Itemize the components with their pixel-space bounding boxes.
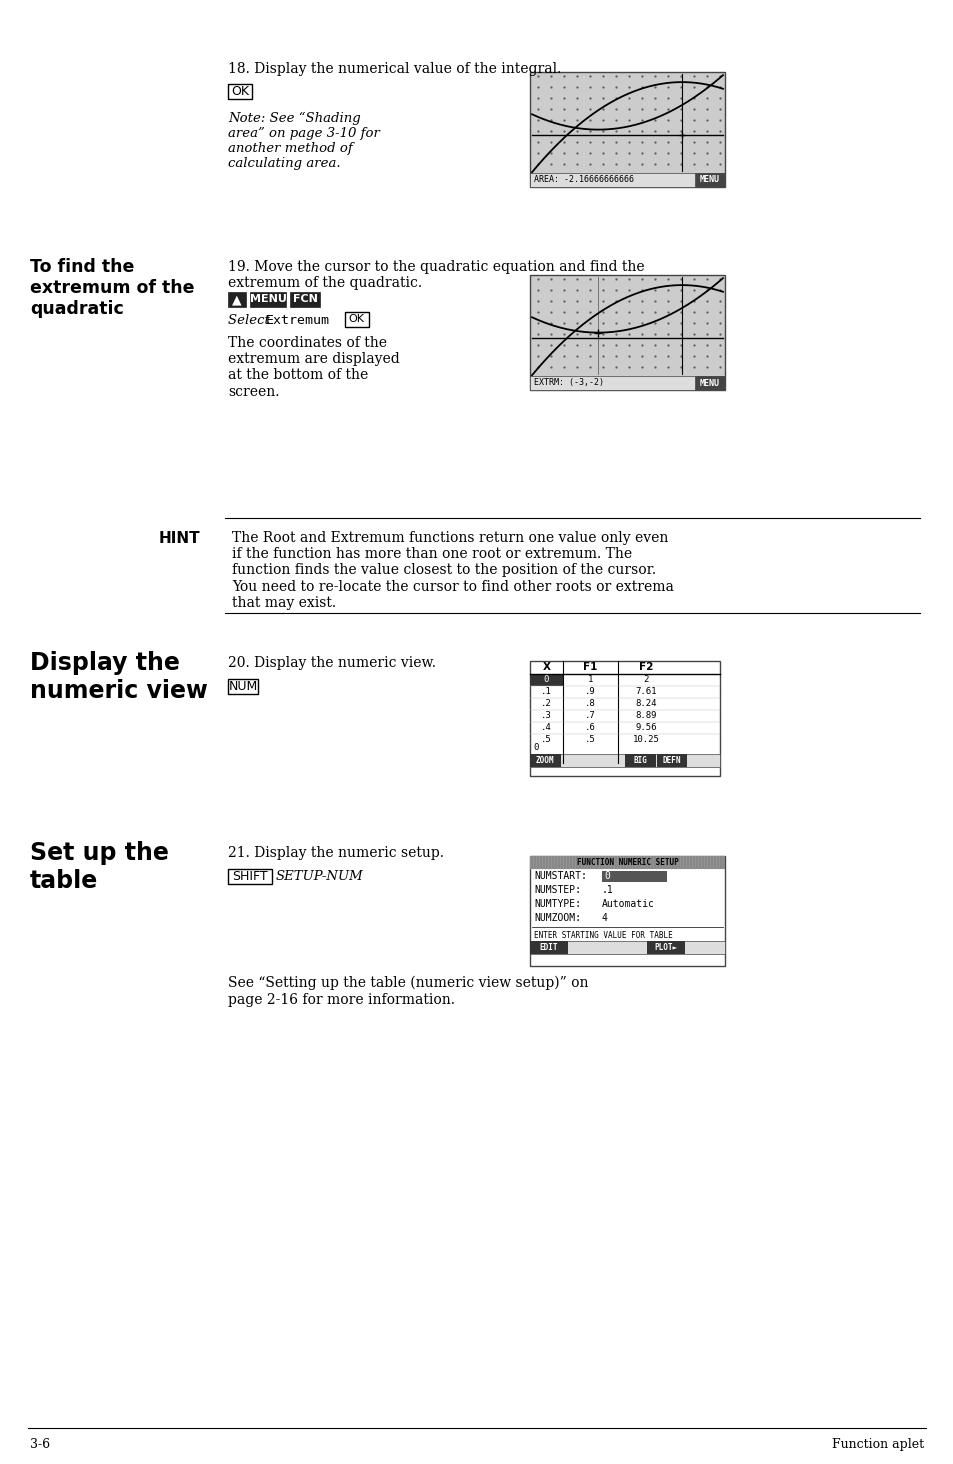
Bar (530, 941, 724, 955)
Text: ZOOM: ZOOM (536, 755, 554, 766)
Text: 21. Display the numeric setup.: 21. Display the numeric setup. (228, 846, 443, 859)
Text: OK: OK (231, 85, 249, 98)
Text: .6: .6 (584, 723, 596, 732)
Text: Display the
numeric view: Display the numeric view (30, 651, 208, 703)
Bar (228, 679, 258, 694)
Text: .7: .7 (584, 712, 596, 720)
Text: AREA: -2.16666666666: AREA: -2.16666666666 (534, 176, 634, 184)
Bar (530, 856, 724, 870)
Text: BIG: BIG (633, 755, 646, 766)
Text: 0: 0 (543, 675, 549, 685)
Text: F1: F1 (582, 663, 598, 672)
Text: NUM: NUM (229, 679, 257, 692)
Text: 10.25: 10.25 (633, 735, 659, 745)
Text: FCN: FCN (293, 294, 317, 305)
Text: 18. Display the numerical value of the integral.: 18. Display the numerical value of the i… (228, 61, 560, 76)
Bar (530, 754, 720, 767)
Text: NUMZOOM:: NUMZOOM: (534, 914, 580, 922)
Text: .4: .4 (540, 723, 551, 732)
Text: SHIFT: SHIFT (232, 870, 268, 883)
Text: The coordinates of the
extremum are displayed
at the bottom of the
screen.: The coordinates of the extremum are disp… (228, 337, 399, 398)
Text: OK: OK (349, 315, 364, 325)
Text: .3: .3 (540, 712, 551, 720)
Text: NUMSTART:: NUMSTART: (534, 871, 586, 881)
Bar (530, 856, 724, 966)
Text: .5: .5 (584, 735, 596, 745)
Bar (695, 173, 724, 187)
Bar (228, 83, 252, 100)
Text: 9.56: 9.56 (635, 723, 657, 732)
Bar (624, 754, 655, 767)
Bar (530, 941, 567, 955)
Text: 1: 1 (587, 675, 593, 685)
Bar (530, 173, 724, 187)
Text: ENTER STARTING VALUE FOR TABLE: ENTER STARTING VALUE FOR TABLE (534, 931, 672, 940)
Bar (290, 291, 319, 307)
Text: NUMSTEP:: NUMSTEP: (534, 886, 580, 895)
Text: Select: Select (228, 313, 274, 326)
Bar (601, 871, 666, 881)
Text: MENU: MENU (250, 294, 286, 305)
Text: 20. Display the numeric view.: 20. Display the numeric view. (228, 656, 436, 671)
Bar (530, 275, 724, 389)
Text: EDIT: EDIT (539, 943, 558, 952)
Text: 0: 0 (603, 871, 609, 881)
Text: .8: .8 (584, 700, 596, 709)
Text: 7.61: 7.61 (635, 688, 657, 697)
Text: HINT: HINT (158, 531, 200, 546)
Text: 4: 4 (601, 914, 607, 922)
Text: ▲: ▲ (232, 293, 241, 306)
Text: FUNCTION NUMERIC SETUP: FUNCTION NUMERIC SETUP (576, 858, 678, 867)
Bar (530, 754, 560, 767)
Text: MENU: MENU (700, 379, 720, 388)
Text: 2: 2 (643, 675, 648, 685)
Text: X: X (542, 663, 550, 672)
Text: SETUP-NUM: SETUP-NUM (275, 870, 363, 883)
Text: .5: .5 (540, 735, 551, 745)
Bar (345, 312, 368, 326)
Text: 8.24: 8.24 (635, 700, 657, 709)
Text: Note: See “Shading
area” on page 3-10 for
another method of
calculating area.: Note: See “Shading area” on page 3-10 fo… (228, 113, 379, 170)
Text: Set up the
table: Set up the table (30, 840, 169, 893)
Bar (530, 673, 562, 687)
Text: Extremum: Extremum (266, 313, 330, 326)
Text: .2: .2 (540, 700, 551, 709)
Bar (695, 376, 724, 389)
Text: EXTRM: (-3,-2): EXTRM: (-3,-2) (534, 379, 603, 388)
Bar (530, 72, 724, 187)
Text: MENU: MENU (700, 176, 720, 184)
Text: .1: .1 (540, 688, 551, 697)
Text: 3-6: 3-6 (30, 1438, 51, 1451)
Bar (646, 941, 684, 955)
Text: .1: .1 (601, 886, 613, 895)
Text: DEFN: DEFN (662, 755, 680, 766)
Bar (228, 291, 246, 307)
Text: F2: F2 (639, 663, 653, 672)
Text: The Root and Extremum functions return one value only even
if the function has m: The Root and Extremum functions return o… (232, 531, 673, 610)
Text: .9: .9 (584, 688, 596, 697)
Bar (530, 376, 724, 389)
Bar (530, 662, 720, 776)
Text: PLOT►: PLOT► (654, 943, 677, 952)
Text: 19. Move the cursor to the quadratic equation and find the
extremum of the quadr: 19. Move the cursor to the quadratic equ… (228, 261, 644, 290)
Text: Function aplet: Function aplet (831, 1438, 923, 1451)
Bar (228, 870, 272, 884)
Bar (656, 754, 686, 767)
Bar (250, 291, 286, 307)
Text: NUMTYPE:: NUMTYPE: (534, 899, 580, 909)
Text: To find the
extremum of the
quadratic: To find the extremum of the quadratic (30, 258, 194, 318)
Text: See “Setting up the table (numeric view setup)” on
page 2-16 for more informatio: See “Setting up the table (numeric view … (228, 976, 588, 1007)
Text: 8.89: 8.89 (635, 712, 657, 720)
Text: 0: 0 (533, 744, 537, 752)
Text: Automatic: Automatic (601, 899, 654, 909)
